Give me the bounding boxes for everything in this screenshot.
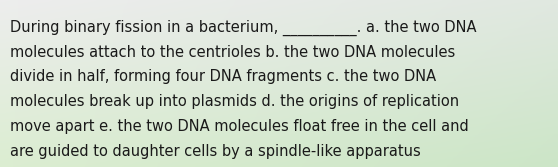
Text: divide in half, forming four DNA fragments c. the two DNA: divide in half, forming four DNA fragmen… bbox=[10, 69, 436, 85]
Text: molecules attach to the centrioles b. the two DNA molecules: molecules attach to the centrioles b. th… bbox=[10, 45, 455, 60]
Text: molecules break up into plasmids d. the origins of replication: molecules break up into plasmids d. the … bbox=[10, 94, 459, 109]
Text: move apart e. the two DNA molecules float free in the cell and: move apart e. the two DNA molecules floa… bbox=[10, 119, 469, 134]
Text: are guided to daughter cells by a spindle-like apparatus: are guided to daughter cells by a spindl… bbox=[10, 144, 421, 159]
Text: During binary fission in a bacterium, __________. a. the two DNA: During binary fission in a bacterium, __… bbox=[10, 20, 477, 36]
